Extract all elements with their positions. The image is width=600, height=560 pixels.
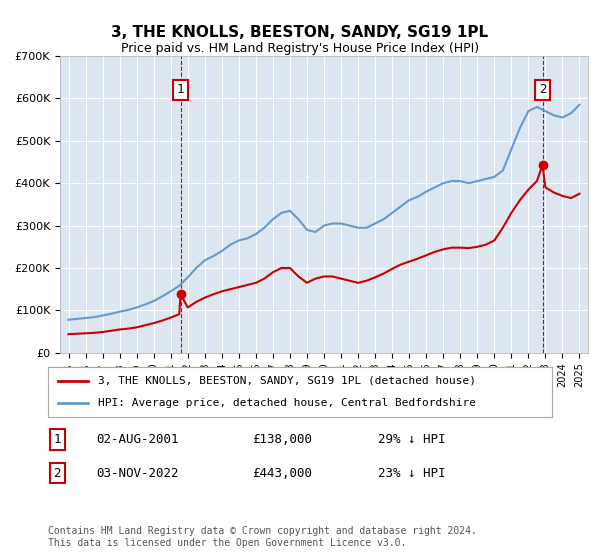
Text: 3, THE KNOLLS, BEESTON, SANDY, SG19 1PL: 3, THE KNOLLS, BEESTON, SANDY, SG19 1PL	[112, 25, 488, 40]
Text: 02-AUG-2001: 02-AUG-2001	[96, 433, 179, 446]
Text: 3, THE KNOLLS, BEESTON, SANDY, SG19 1PL (detached house): 3, THE KNOLLS, BEESTON, SANDY, SG19 1PL …	[98, 376, 476, 386]
Text: 1: 1	[53, 433, 61, 446]
Text: 2: 2	[53, 466, 61, 480]
Text: 29% ↓ HPI: 29% ↓ HPI	[378, 433, 445, 446]
Text: Contains HM Land Registry data © Crown copyright and database right 2024.
This d: Contains HM Land Registry data © Crown c…	[48, 526, 477, 548]
Text: £443,000: £443,000	[252, 466, 312, 480]
Text: £138,000: £138,000	[252, 433, 312, 446]
Text: 1: 1	[177, 83, 184, 96]
Text: Price paid vs. HM Land Registry's House Price Index (HPI): Price paid vs. HM Land Registry's House …	[121, 42, 479, 55]
Text: 2: 2	[539, 83, 546, 96]
Text: HPI: Average price, detached house, Central Bedfordshire: HPI: Average price, detached house, Cent…	[98, 398, 476, 408]
Text: 23% ↓ HPI: 23% ↓ HPI	[378, 466, 445, 480]
Text: 03-NOV-2022: 03-NOV-2022	[96, 466, 179, 480]
